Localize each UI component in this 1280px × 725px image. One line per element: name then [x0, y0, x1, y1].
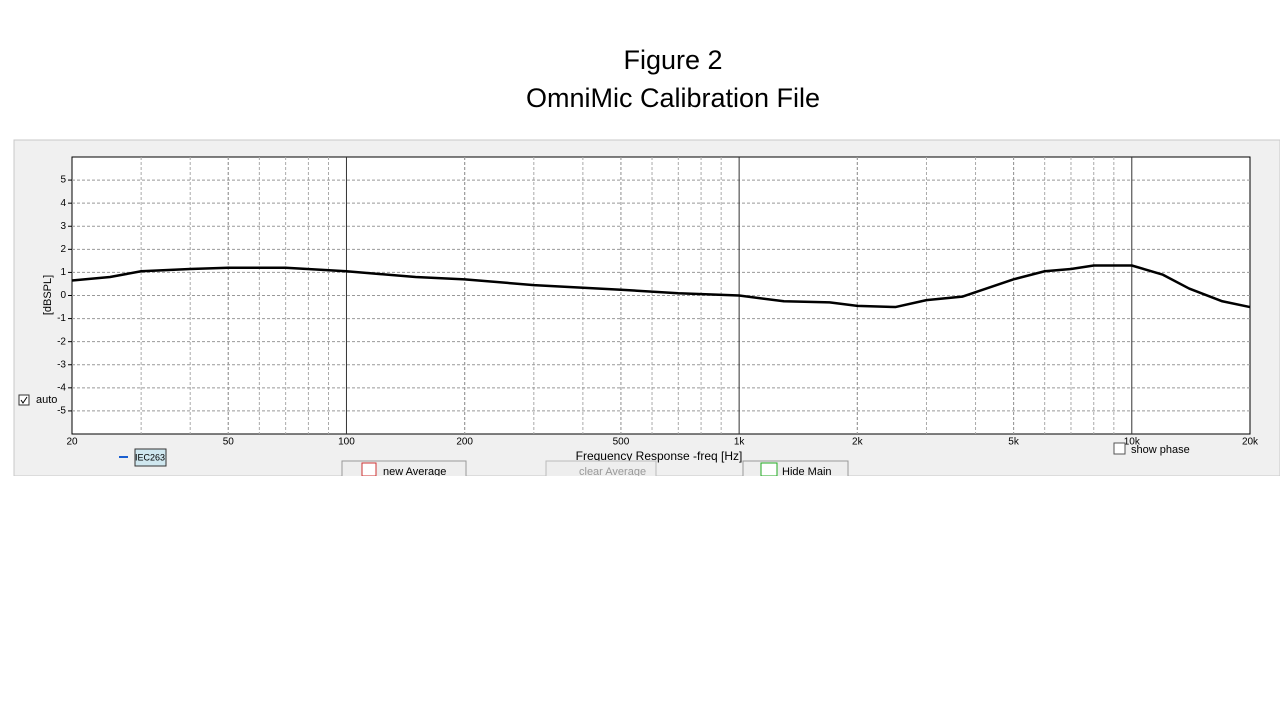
- y-tick-label: 3: [60, 221, 66, 232]
- y-tick-label: 4: [60, 198, 66, 209]
- y-tick-label: 2: [60, 244, 66, 255]
- auto-label: auto: [36, 394, 57, 406]
- x-tick-label: 5k: [1008, 437, 1020, 448]
- phase-checkbox[interactable]: [1113, 442, 1126, 455]
- y-tick-label: 0: [60, 290, 66, 301]
- y-tick-label: 1: [60, 267, 66, 278]
- y-tick-label: -3: [57, 359, 66, 370]
- hide-main-text: Hide Main: [782, 466, 832, 478]
- x-axis-label: Frequency Response -freq [Hz]: [576, 449, 743, 463]
- x-tick-label: 20k: [1242, 437, 1259, 448]
- page-bottom: [0, 476, 1280, 720]
- clear-average-text: clear Average: [579, 466, 646, 478]
- x-tick-label: 10k: [1124, 437, 1141, 448]
- check-mark: [20, 396, 28, 404]
- data-line: [71, 264, 1251, 309]
- x-tick-label: 50: [223, 437, 235, 448]
- icon: [760, 462, 778, 477]
- x-tick-label: 20: [66, 437, 78, 448]
- icon: [361, 462, 377, 477]
- x-tick-label: 2k: [852, 437, 864, 448]
- y-axis-label: [dBSPL]: [42, 275, 54, 315]
- figure-title: Figure 2: [623, 45, 722, 75]
- y-tick-label: -2: [57, 336, 66, 347]
- x-tick-label: 100: [338, 437, 355, 448]
- y-tick-label: -4: [57, 382, 66, 393]
- y-tick-label: 5: [60, 175, 66, 186]
- legend-entry: IEC263: [135, 452, 165, 462]
- x-tick-label: 500: [613, 437, 630, 448]
- figure-subtitle: OmniMic Calibration File: [526, 83, 820, 113]
- x-tick-label: 1k: [734, 437, 746, 448]
- x-tick-label: 200: [456, 437, 473, 448]
- auto-checkbox[interactable]: [18, 394, 30, 406]
- y-tick-label: -1: [57, 313, 66, 324]
- new-average-text: new Average: [383, 466, 446, 478]
- y-tick-label: -5: [57, 406, 66, 417]
- show-phase-label: show phase: [1131, 444, 1190, 456]
- legend-box[interactable]: [134, 448, 167, 467]
